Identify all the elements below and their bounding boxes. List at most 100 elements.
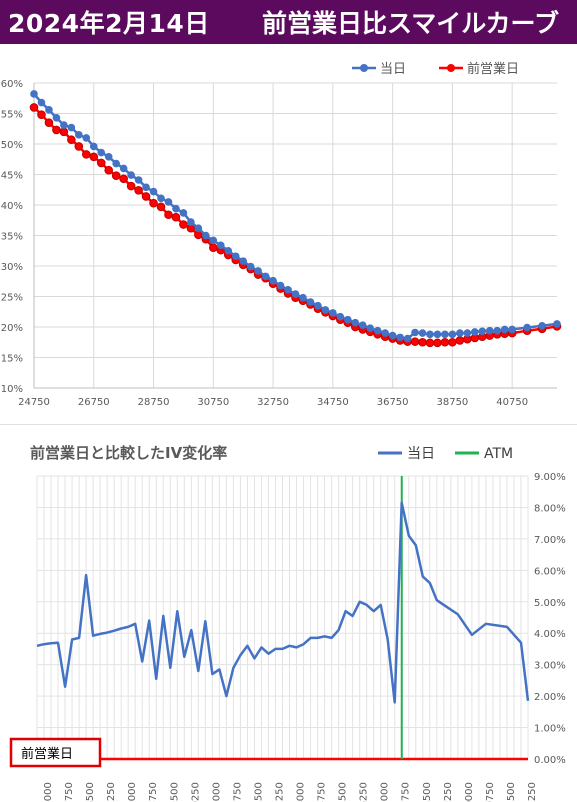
c2-x-tick-label: 34000 xyxy=(296,782,307,802)
c1-point xyxy=(411,328,419,337)
header-date: 2024年2月14日 xyxy=(8,9,210,38)
c1-point xyxy=(493,326,502,335)
c1-point xyxy=(149,198,158,208)
c1-x-tick-label: 34750 xyxy=(317,397,349,408)
c1-point xyxy=(471,328,479,336)
c1-point xyxy=(366,324,375,333)
c1-point xyxy=(485,326,494,335)
c1-point xyxy=(381,329,389,337)
c1-x-tick-label: 24750 xyxy=(18,397,50,408)
c2-x-tick-label: 29500 xyxy=(169,782,180,802)
c1-point xyxy=(284,285,292,294)
c1-point xyxy=(126,181,136,191)
c2-y-tick-label: 1.00% xyxy=(534,724,566,735)
c1-point xyxy=(396,333,404,342)
c1-point xyxy=(276,281,285,290)
smile-curve-chart: 10%15%20%25%30%35%40%45%50%55%60% 24750 2… xyxy=(1,61,562,408)
c1-point xyxy=(358,321,367,329)
c1-y-tick-label: 30% xyxy=(1,262,23,273)
c1-x-tick-label: 36750 xyxy=(377,397,409,408)
c1-point xyxy=(171,212,181,222)
c1-point xyxy=(82,150,91,159)
page-header: 2024年2月14日 前営業日比スマイルカーブ xyxy=(0,0,577,44)
c2-x-tick-label: 40000 xyxy=(464,782,475,802)
c2-legend: 当日 ATM xyxy=(378,446,513,462)
c1-point xyxy=(254,267,262,275)
c2-y-tick-label: 3.00% xyxy=(534,661,566,672)
c1-point xyxy=(194,224,203,232)
c1-point xyxy=(239,257,247,265)
c1-point xyxy=(373,326,382,335)
c2-annotation-box xyxy=(9,737,102,768)
c1-point xyxy=(37,110,46,120)
c1-point xyxy=(74,142,84,151)
c2-y-tick-label: 4.00% xyxy=(534,629,566,640)
c1-point xyxy=(127,171,135,179)
c1-point xyxy=(149,187,158,196)
c1-point xyxy=(216,241,225,250)
c1-point xyxy=(351,318,360,327)
c2-y-tick-label: 9.00% xyxy=(534,472,566,483)
c1-y-tick-label: 15% xyxy=(1,354,23,365)
c1-x-tick-label: 40750 xyxy=(496,397,528,408)
c1-point xyxy=(448,330,457,339)
c1-point xyxy=(134,186,143,195)
c1-y-ticks: 10% 15% 20% 25% 30% 35% 40% 45% 50% 55% 60% xyxy=(1,79,23,395)
c2-x-ticks: 25000 25750 26500 27250 28000 28750 29500 30250… xyxy=(43,782,538,802)
c2-title: 前営業日と比較したIV変化率 xyxy=(30,444,227,462)
c1-point xyxy=(433,330,442,339)
c1-point xyxy=(553,320,561,328)
c1-point xyxy=(52,113,61,122)
c1-y-tick-label: 20% xyxy=(1,323,23,334)
c1-y-tick-label: 60% xyxy=(1,79,23,90)
c1-y-tick-label: 40% xyxy=(1,201,23,212)
c1-series-line-1 xyxy=(33,106,558,345)
c2-today-line xyxy=(36,501,530,704)
c1-grid xyxy=(33,82,557,389)
c1-point xyxy=(388,331,397,340)
c2-x-tick-label: 28000 xyxy=(127,782,138,802)
chart-divider xyxy=(0,424,577,425)
c1-point xyxy=(29,103,39,112)
c2-x-tick-label: 36250 xyxy=(359,782,370,802)
c1-point xyxy=(314,301,322,310)
c1-point xyxy=(104,153,113,161)
c1-x-tick-label: 30750 xyxy=(197,397,229,408)
c2-x-tick-label: 37000 xyxy=(380,782,391,802)
c2-x-tick-label: 41500 xyxy=(506,782,517,802)
c1-point xyxy=(478,327,487,336)
c1-point xyxy=(112,159,120,168)
c1-point xyxy=(59,127,69,137)
c1-point xyxy=(418,337,427,347)
c1-point xyxy=(67,135,76,145)
c1-point xyxy=(209,236,218,245)
c1-point xyxy=(52,125,61,135)
c1-point xyxy=(329,309,337,317)
c1-legend: 当日 前営業日 xyxy=(352,61,519,77)
c1-point xyxy=(448,337,457,347)
header-title: 前営業日比スマイルカーブ xyxy=(262,9,560,38)
c1-y-tick-label: 25% xyxy=(1,293,23,304)
c1-point xyxy=(67,123,76,132)
c2-x-tick-label: 32500 xyxy=(253,782,264,802)
c1-point xyxy=(156,202,166,212)
c1-point xyxy=(403,334,412,343)
c1-point xyxy=(306,298,315,306)
c1-y-tick-label: 10% xyxy=(1,384,23,395)
c1-x-tick-label: 38750 xyxy=(436,397,468,408)
c1-point xyxy=(82,134,91,142)
c1-point xyxy=(141,192,151,201)
c1-point xyxy=(157,194,165,203)
c1-point xyxy=(134,176,143,184)
c1-point xyxy=(45,106,53,114)
c1-point xyxy=(179,209,188,217)
c1-point xyxy=(508,325,516,334)
c1-point xyxy=(463,329,472,337)
c2-annotation-label: 前営業日 xyxy=(21,746,73,762)
c2-x-tick-label: 27250 xyxy=(106,782,117,802)
c1-point xyxy=(89,142,98,151)
c1-point xyxy=(291,290,300,298)
c2-x-tick-label: 26500 xyxy=(85,782,96,802)
c1-point xyxy=(426,330,434,339)
c1-point xyxy=(538,321,546,330)
